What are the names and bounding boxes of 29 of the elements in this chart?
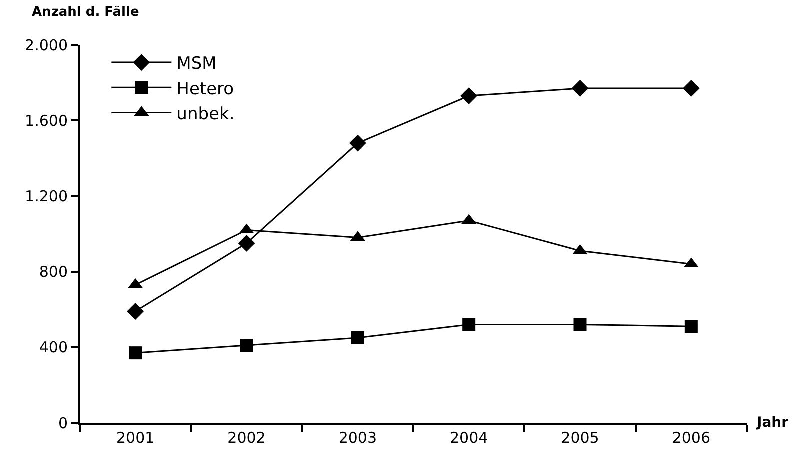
legend-label: Hetero	[176, 79, 234, 100]
y-tick-label: 1.600	[25, 112, 68, 130]
point	[238, 235, 256, 252]
x-tick-label: 2002	[228, 429, 266, 447]
point	[129, 346, 142, 360]
point	[351, 331, 364, 344]
x-axis-title: Jahr	[756, 415, 789, 431]
point	[574, 318, 587, 332]
legend-label: unbek.	[176, 104, 235, 124]
point	[462, 318, 476, 332]
point	[572, 80, 589, 97]
point	[349, 134, 366, 152]
x-tick-label: 2003	[338, 429, 378, 447]
x-tick-label: 2006	[672, 429, 711, 447]
y-tick-label: 800	[39, 263, 68, 282]
x-tick-label: 2004	[450, 429, 488, 447]
point	[127, 303, 144, 320]
point	[684, 320, 698, 334]
x-tick-label: 2001	[116, 429, 155, 447]
point	[240, 339, 254, 352]
y-tick-label: 1.200	[25, 187, 68, 206]
point	[682, 80, 700, 97]
y-axis-title: Anzahl d. Fälle	[32, 5, 140, 20]
y-tick-label: 0	[58, 414, 68, 432]
legend-label: MSM	[176, 54, 217, 74]
y-tick-label: 2.000	[25, 36, 68, 54]
y-tick-label: 400	[39, 338, 68, 357]
x-tick-label: 2005	[561, 429, 600, 447]
point	[460, 88, 478, 104]
